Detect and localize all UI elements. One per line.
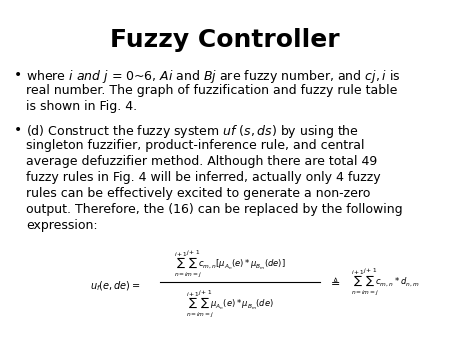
Text: average defuzzifier method. Although there are total 49: average defuzzifier method. Although the… xyxy=(26,155,377,168)
Text: $\sum_{n=i}^{i+1}\!\sum_{m=j}^{j+1}\!c_{m,n}[\mu_{A_n}(e)*\mu_{B_m}(de)]$: $\sum_{n=i}^{i+1}\!\sum_{m=j}^{j+1}\!c_{… xyxy=(174,248,286,280)
Text: real number. The graph of fuzzification and fuzzy rule table: real number. The graph of fuzzification … xyxy=(26,84,397,97)
Text: $u_f(e, de) =$: $u_f(e, de) =$ xyxy=(90,279,141,293)
Text: is shown in Fig. 4.: is shown in Fig. 4. xyxy=(26,100,137,113)
Text: $\triangleq$: $\triangleq$ xyxy=(328,277,340,287)
Text: •: • xyxy=(14,123,22,137)
Text: •: • xyxy=(14,68,22,82)
Text: fuzzy rules in Fig. 4 will be inferred, actually only 4 fuzzy: fuzzy rules in Fig. 4 will be inferred, … xyxy=(26,171,381,184)
Text: $\sum_{n=i}^{i+1}\!\sum_{m=j}^{j+1}\!\mu_{A_n}(e)*\mu_{B_m}(de)$: $\sum_{n=i}^{i+1}\!\sum_{m=j}^{j+1}\!\mu… xyxy=(186,289,274,319)
Text: output. Therefore, the (16) can be replaced by the following: output. Therefore, the (16) can be repla… xyxy=(26,203,403,216)
Text: Fuzzy Controller: Fuzzy Controller xyxy=(110,28,340,52)
Text: (d) Construct the fuzzy system $\it{uf}$ ($\it{s,ds}$) by using the: (d) Construct the fuzzy system $\it{uf}$… xyxy=(26,123,359,140)
Text: rules can be effectively excited to generate a non-zero: rules can be effectively excited to gene… xyxy=(26,187,370,200)
Text: where $\it{i}$ $\it{and}$ $\it{j}$ = 0~6, $\it{Ai}$ and $\it{Bj}$ are fuzzy numb: where $\it{i}$ $\it{and}$ $\it{j}$ = 0~6… xyxy=(26,68,400,85)
Text: singleton fuzzifier, product-inference rule, and central: singleton fuzzifier, product-inference r… xyxy=(26,139,364,152)
Text: expression:: expression: xyxy=(26,219,98,232)
Text: $\sum_{n=i}^{i+1}\!\sum_{m=j}^{j+1}\!c_{m,n}*d_{n,m}$: $\sum_{n=i}^{i+1}\!\sum_{m=j}^{j+1}\!c_{… xyxy=(351,267,419,297)
